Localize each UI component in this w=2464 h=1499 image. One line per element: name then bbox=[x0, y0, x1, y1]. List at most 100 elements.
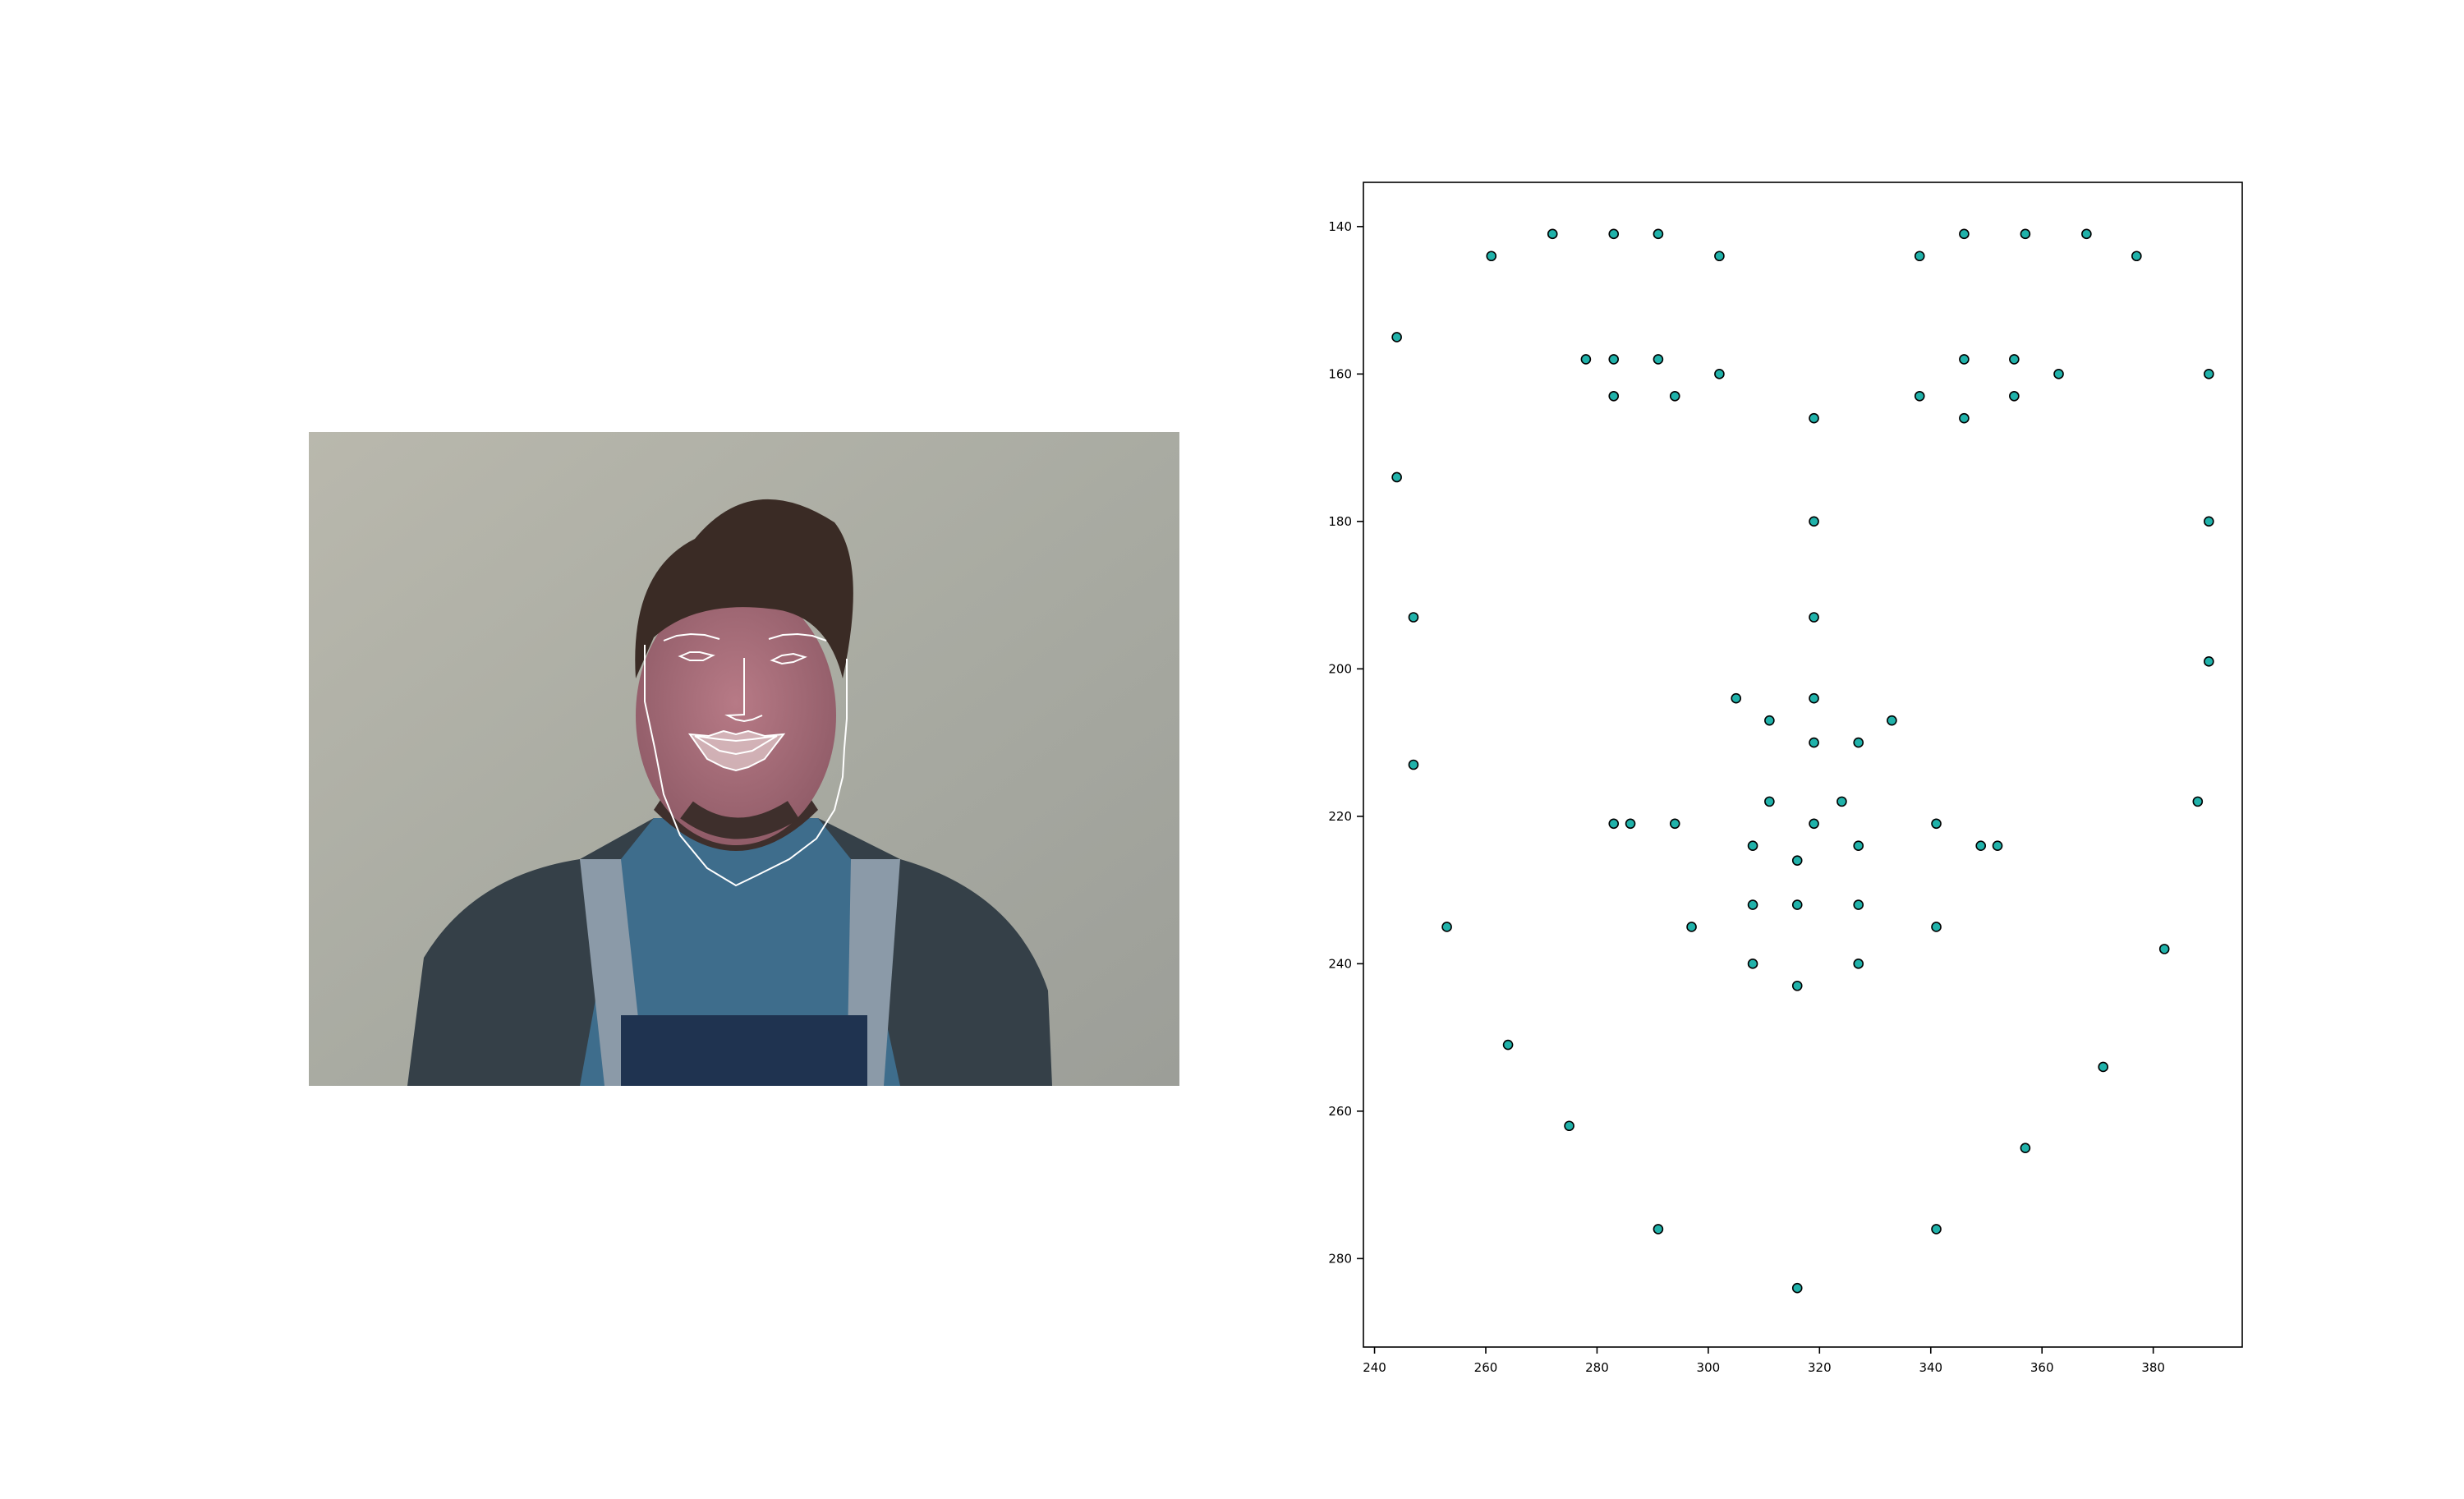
data-point bbox=[1564, 1120, 1574, 1132]
axis-ticks: 240 260 280 300 320 340 360 380 140 160 180 200 220 2… bbox=[1328, 219, 2165, 1375]
data-point bbox=[2009, 354, 2020, 365]
data-point bbox=[2020, 228, 2031, 240]
data-point bbox=[1747, 899, 1758, 910]
x-tick-label: 300 bbox=[1697, 1360, 1721, 1372]
data-point bbox=[1853, 959, 1864, 969]
data-point bbox=[1791, 855, 1803, 866]
data-point bbox=[1791, 1282, 1803, 1294]
x-tick-label: 380 bbox=[2141, 1360, 2165, 1372]
data-point bbox=[2204, 369, 2214, 379]
data-point bbox=[1887, 715, 1897, 726]
data-point bbox=[1653, 1224, 1664, 1235]
face-photo-drawing bbox=[309, 432, 1179, 1086]
data-point bbox=[1747, 959, 1758, 969]
data-point bbox=[1992, 840, 2003, 852]
y-tick-label: 140 bbox=[1328, 219, 1352, 234]
y-tick-label: 180 bbox=[1328, 514, 1352, 529]
data-point bbox=[2131, 251, 2142, 262]
data-point bbox=[2204, 516, 2214, 527]
data-point bbox=[1714, 251, 1725, 262]
data-point bbox=[1608, 390, 1620, 402]
data-point bbox=[1608, 818, 1620, 830]
x-tick-label: 280 bbox=[1585, 1360, 1609, 1372]
data-point bbox=[1747, 840, 1758, 852]
data-point bbox=[1502, 1039, 1514, 1051]
data-point bbox=[1669, 390, 1680, 402]
data-point bbox=[1731, 692, 1742, 704]
data-point bbox=[1809, 612, 1819, 623]
data-point bbox=[1931, 818, 1942, 830]
x-tick-label: 340 bbox=[1919, 1360, 1942, 1372]
y-tick-label: 280 bbox=[1328, 1251, 1352, 1266]
x-tick-label: 320 bbox=[1808, 1360, 1832, 1372]
y-tick-label: 200 bbox=[1328, 661, 1352, 676]
data-point bbox=[2020, 1143, 2031, 1153]
data-point bbox=[1625, 818, 1636, 830]
data-point bbox=[1608, 228, 1620, 240]
data-point bbox=[2009, 390, 2020, 402]
data-point bbox=[1975, 840, 1987, 852]
data-point bbox=[1931, 1224, 1942, 1235]
data-point bbox=[1914, 251, 1925, 262]
y-tick-label: 240 bbox=[1328, 956, 1352, 971]
shirt-stripe bbox=[621, 1015, 867, 1086]
axes-frame bbox=[1363, 182, 2243, 1348]
data-point bbox=[1653, 228, 1664, 240]
data-point bbox=[1547, 228, 1558, 240]
eye-right-lines bbox=[770, 652, 807, 665]
data-point bbox=[1791, 980, 1803, 991]
data-points bbox=[1391, 228, 2214, 1294]
data-point bbox=[1686, 922, 1697, 932]
data-point bbox=[2098, 1061, 2108, 1073]
jawline-lines bbox=[644, 645, 848, 887]
x-tick-label: 240 bbox=[1363, 1360, 1386, 1372]
data-point bbox=[1441, 922, 1452, 932]
data-point bbox=[1608, 354, 1620, 365]
eye-left-lines bbox=[678, 651, 715, 661]
landmark-scatter-chart: 240 260 280 300 320 340 360 380 140 160 180 200 220 2… bbox=[1281, 140, 2267, 1375]
data-point bbox=[1959, 354, 1970, 365]
data-point bbox=[1931, 922, 1942, 932]
data-point bbox=[1764, 796, 1775, 807]
data-point bbox=[1764, 715, 1775, 726]
data-point bbox=[1853, 737, 1864, 748]
data-point bbox=[2158, 944, 2170, 954]
scatter-plot-svg: 240 260 280 300 320 340 360 380 140 160 180 200 220 2… bbox=[1328, 182, 2243, 1375]
x-tick-label: 260 bbox=[1474, 1360, 1498, 1372]
data-point bbox=[1809, 412, 1819, 424]
data-point bbox=[2192, 796, 2204, 807]
data-point bbox=[2081, 228, 2092, 240]
data-point bbox=[1653, 354, 1664, 365]
data-point bbox=[1837, 796, 1847, 807]
data-point bbox=[1580, 354, 1592, 365]
data-point bbox=[1853, 840, 1864, 852]
data-point bbox=[1791, 899, 1803, 910]
data-point bbox=[1391, 471, 1402, 483]
data-point bbox=[1809, 737, 1819, 748]
mouth-inner-lines bbox=[694, 735, 778, 756]
data-point bbox=[1959, 228, 1970, 240]
x-tick-label: 360 bbox=[2030, 1360, 2054, 1372]
y-tick-label: 160 bbox=[1328, 366, 1352, 381]
face-photo bbox=[309, 432, 1179, 1086]
brow-right-lines bbox=[768, 632, 827, 641]
data-point bbox=[2204, 656, 2214, 667]
data-point bbox=[1959, 412, 1970, 424]
data-point bbox=[2053, 369, 2064, 379]
brow-left-lines bbox=[663, 632, 720, 641]
data-point bbox=[1714, 369, 1725, 379]
data-point bbox=[1391, 332, 1402, 343]
data-point bbox=[1408, 612, 1419, 623]
landmark-overlay bbox=[644, 632, 848, 887]
nose-lines bbox=[724, 658, 763, 723]
data-point bbox=[1486, 251, 1497, 262]
mouth-outer-lines bbox=[687, 729, 786, 772]
y-tick-label: 260 bbox=[1328, 1104, 1352, 1119]
y-tick-label: 220 bbox=[1328, 809, 1352, 824]
data-point bbox=[1809, 516, 1819, 527]
data-point bbox=[1914, 390, 1925, 402]
data-point bbox=[1809, 818, 1819, 830]
hair bbox=[635, 499, 853, 678]
data-point bbox=[1408, 759, 1419, 770]
data-point bbox=[1853, 899, 1864, 910]
